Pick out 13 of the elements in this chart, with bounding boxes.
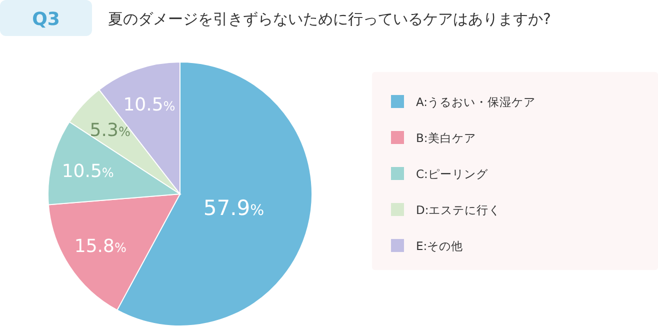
legend-label: B:美白ケア [416, 131, 476, 145]
data-label: 5.3% [90, 120, 130, 141]
data-label: 10.5% [62, 160, 114, 182]
legend-label: A:うるおい・保湿ケア [416, 95, 536, 109]
data-label: 57.9% [203, 196, 264, 220]
chart-subtitle: 夏のダメージを引きずらないために行っているケアはありますか? [108, 10, 551, 28]
legend-label: D:エステに行く [416, 203, 501, 217]
title-badge: Q3 [0, 0, 92, 36]
legend-label: C:ピーリング [416, 167, 489, 181]
legend-label: E:その他 [416, 239, 464, 253]
data-label: 15.8% [74, 236, 126, 258]
data-label: 10.5% [123, 94, 176, 116]
chart-title: Q3 [32, 9, 60, 30]
